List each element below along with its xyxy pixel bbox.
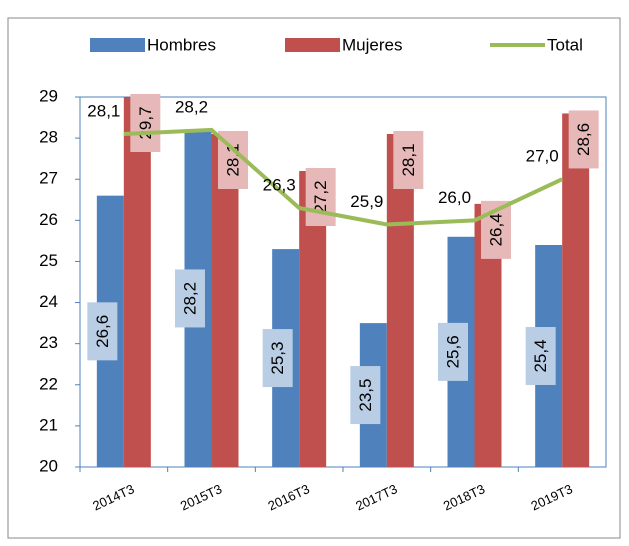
data-label: 25,6 <box>438 322 468 381</box>
x-tick-label: 2018T3 <box>441 481 487 513</box>
data-label: 28,2 <box>175 97 208 116</box>
data-label-text: 23,5 <box>356 379 375 412</box>
bars <box>96 97 590 467</box>
data-label-box <box>218 131 248 189</box>
bar <box>211 134 239 467</box>
data-label: 26,3 <box>263 175 296 194</box>
data-label-box <box>438 322 468 381</box>
data-label-text: 25,6 <box>443 335 462 368</box>
data-label-box <box>175 269 205 328</box>
x-tick-label: 2016T3 <box>266 481 312 513</box>
data-label-box <box>568 110 599 169</box>
data-label-box <box>87 302 118 361</box>
legend-swatch <box>90 38 145 52</box>
legend-label: Total <box>547 35 583 54</box>
y-tick-label: 25 <box>39 251 58 270</box>
data-label: 26,6 <box>87 302 118 361</box>
x-tick-label: 2015T3 <box>178 481 224 513</box>
data-label-text: 28,6 <box>574 123 593 156</box>
data-label: 29,7 <box>130 94 161 152</box>
data-label-text: 27,2 <box>311 180 330 213</box>
legend-swatch <box>285 38 340 52</box>
y-tick-label: 29 <box>39 86 58 105</box>
line <box>123 127 564 227</box>
data-label: 25,3 <box>262 329 293 388</box>
data-label: 27,0 <box>526 147 559 166</box>
y-tick-label: 28 <box>39 128 58 147</box>
data-label: 26,0 <box>438 188 471 207</box>
y-tick-label: 26 <box>39 210 58 229</box>
legend-label: Hombres <box>147 35 216 54</box>
data-label: 28,1 <box>218 131 248 189</box>
data-label-text: 26,4 <box>486 213 505 246</box>
y-tick-label: 24 <box>39 292 58 311</box>
data-label-text: 28,2 <box>180 282 199 315</box>
data-label-box <box>262 329 293 388</box>
data-label-box <box>130 94 161 152</box>
x-tick-label: 2017T3 <box>353 481 399 513</box>
bar <box>562 113 590 467</box>
data-label-text: 25,3 <box>268 342 287 375</box>
chart-border <box>7 17 621 539</box>
data-label: 28,6 <box>568 110 599 169</box>
data-label-text: 28,1 <box>399 143 418 176</box>
y-tick-label: 20 <box>39 456 58 475</box>
data-label: 25,4 <box>525 327 556 385</box>
data-label-box <box>393 131 424 189</box>
bar <box>123 97 151 467</box>
y-tick-label: 21 <box>39 415 58 434</box>
y-tick-label: 23 <box>39 333 58 352</box>
data-label: 28,1 <box>87 101 120 120</box>
data-label: 27,2 <box>305 168 336 226</box>
y-tick-label: 22 <box>39 374 58 393</box>
data-label: 25,9 <box>350 192 383 211</box>
data-label-box <box>350 366 381 425</box>
y-tick-label: 27 <box>39 169 58 188</box>
data-label-text: 26,6 <box>93 315 112 348</box>
x-tick-label: 2014T3 <box>90 481 136 513</box>
x-tick-label: 2019T3 <box>529 481 575 513</box>
data-label: 23,5 <box>350 366 381 425</box>
data-label-text: 25,4 <box>531 339 550 372</box>
data-label-box <box>525 327 556 385</box>
data-label: 28,1 <box>393 131 424 189</box>
bar <box>386 134 414 467</box>
data-label: 28,2 <box>175 269 205 328</box>
legend-label: Mujeres <box>342 35 402 54</box>
